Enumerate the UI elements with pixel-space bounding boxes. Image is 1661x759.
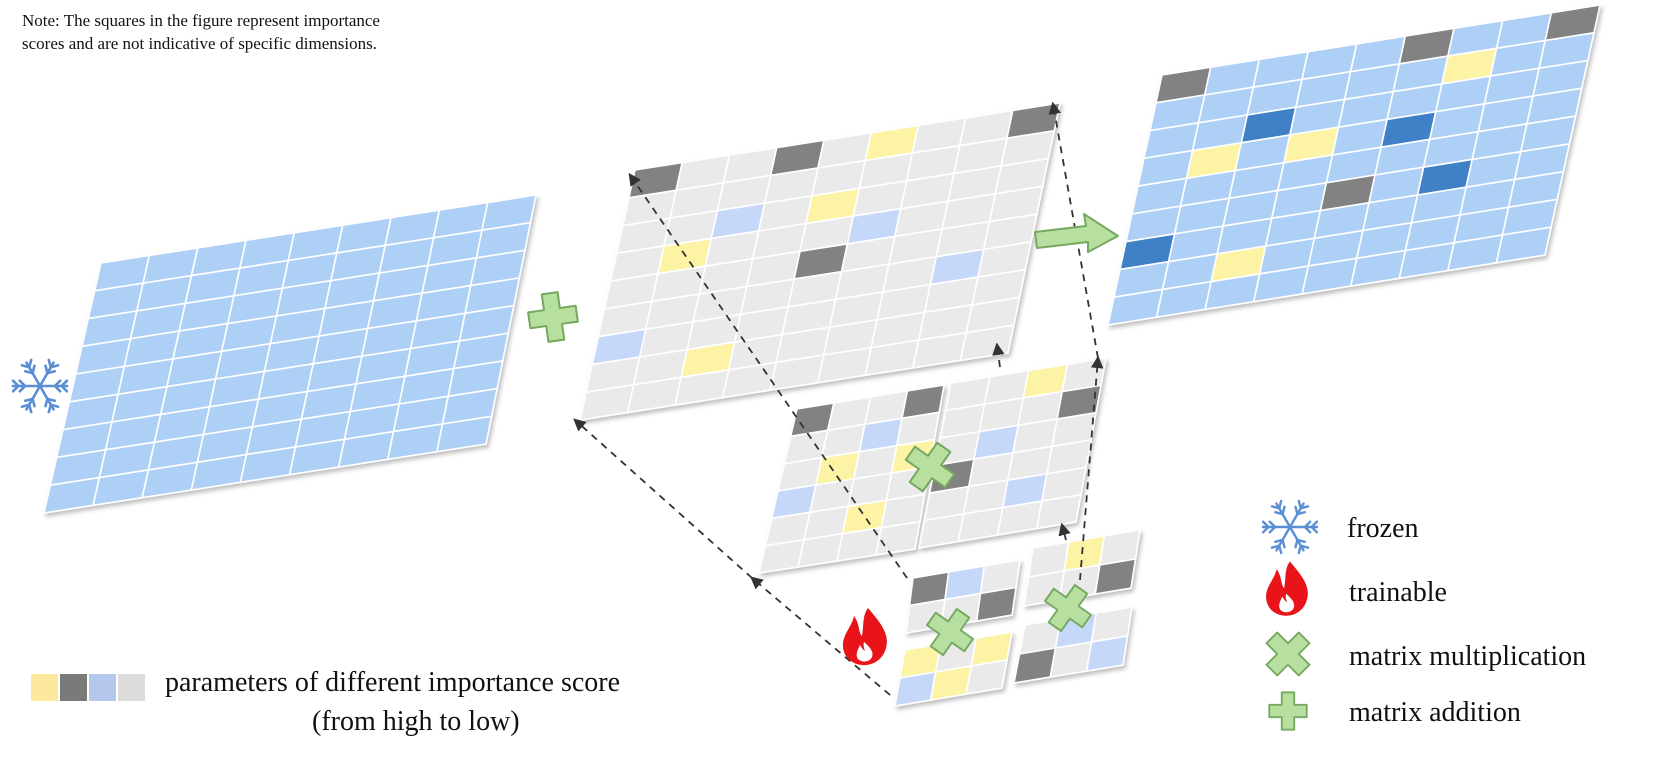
matrix-cell <box>435 415 493 453</box>
matrix-cell <box>975 586 1017 622</box>
matrix-cell <box>1049 641 1093 678</box>
legend-multiplication-label: matrix multiplication <box>1349 641 1586 672</box>
small-matrix-4 <box>1013 606 1133 684</box>
matrix-cell <box>894 671 937 707</box>
dashed-arrows <box>573 101 1104 696</box>
cross-icon <box>1265 631 1311 677</box>
arrow-short-2 <box>1058 522 1071 541</box>
note-line-2: scores and are not indicative of specifi… <box>22 34 377 53</box>
importance-swatch <box>118 674 145 701</box>
legend-addition-label: matrix addition <box>1349 697 1521 728</box>
legend: frozen trainable matrix multiplication m… <box>1261 499 1586 731</box>
importance-swatch <box>31 674 58 701</box>
importance-swatches <box>31 674 145 701</box>
arrow-short-1 <box>992 342 1005 368</box>
right-arrow-icon <box>1034 213 1119 253</box>
matrix-cell <box>965 659 1008 695</box>
cross-icon <box>926 608 974 656</box>
arrow-diagonal <box>628 172 908 579</box>
matrix-cell <box>1013 647 1057 684</box>
arrow-to-update-matrix <box>573 418 753 579</box>
scale-label-line-2: (from high to low) <box>312 706 520 737</box>
cross-icon <box>904 441 956 493</box>
matrix-cell <box>1094 558 1137 595</box>
matrix-cell <box>1035 493 1082 530</box>
snowflake-icon <box>1261 499 1319 555</box>
scale-label-line-1: parameters of different importance score <box>165 667 620 698</box>
snowflake-icon <box>11 358 69 414</box>
importance-swatch <box>89 674 116 701</box>
matrix-cell <box>1085 635 1129 672</box>
plus-icon <box>527 291 579 343</box>
flame-icon <box>842 608 887 666</box>
importance-scale: parameters of different importance score… <box>31 667 620 737</box>
legend-trainable-label: trainable <box>1349 577 1447 608</box>
note-line-1: Note: The squares in the figure represen… <box>22 11 380 30</box>
matrix-cell <box>1495 226 1553 264</box>
matrix-cell <box>929 665 973 701</box>
legend-frozen-label: frozen <box>1347 513 1419 544</box>
matrix-cell <box>875 520 921 556</box>
flame-icon <box>1266 561 1308 616</box>
cross-icon <box>1044 584 1092 632</box>
arrow-right-up <box>1079 355 1104 581</box>
update-matrix <box>578 102 1062 421</box>
arrow-to-left-corner <box>750 576 891 696</box>
importance-swatch <box>60 674 87 701</box>
arrow-to-top-corner <box>1048 101 1099 359</box>
merged-weight-matrix <box>1106 4 1602 326</box>
plus-icon <box>1268 691 1308 731</box>
frozen-weight-matrix <box>42 194 538 514</box>
